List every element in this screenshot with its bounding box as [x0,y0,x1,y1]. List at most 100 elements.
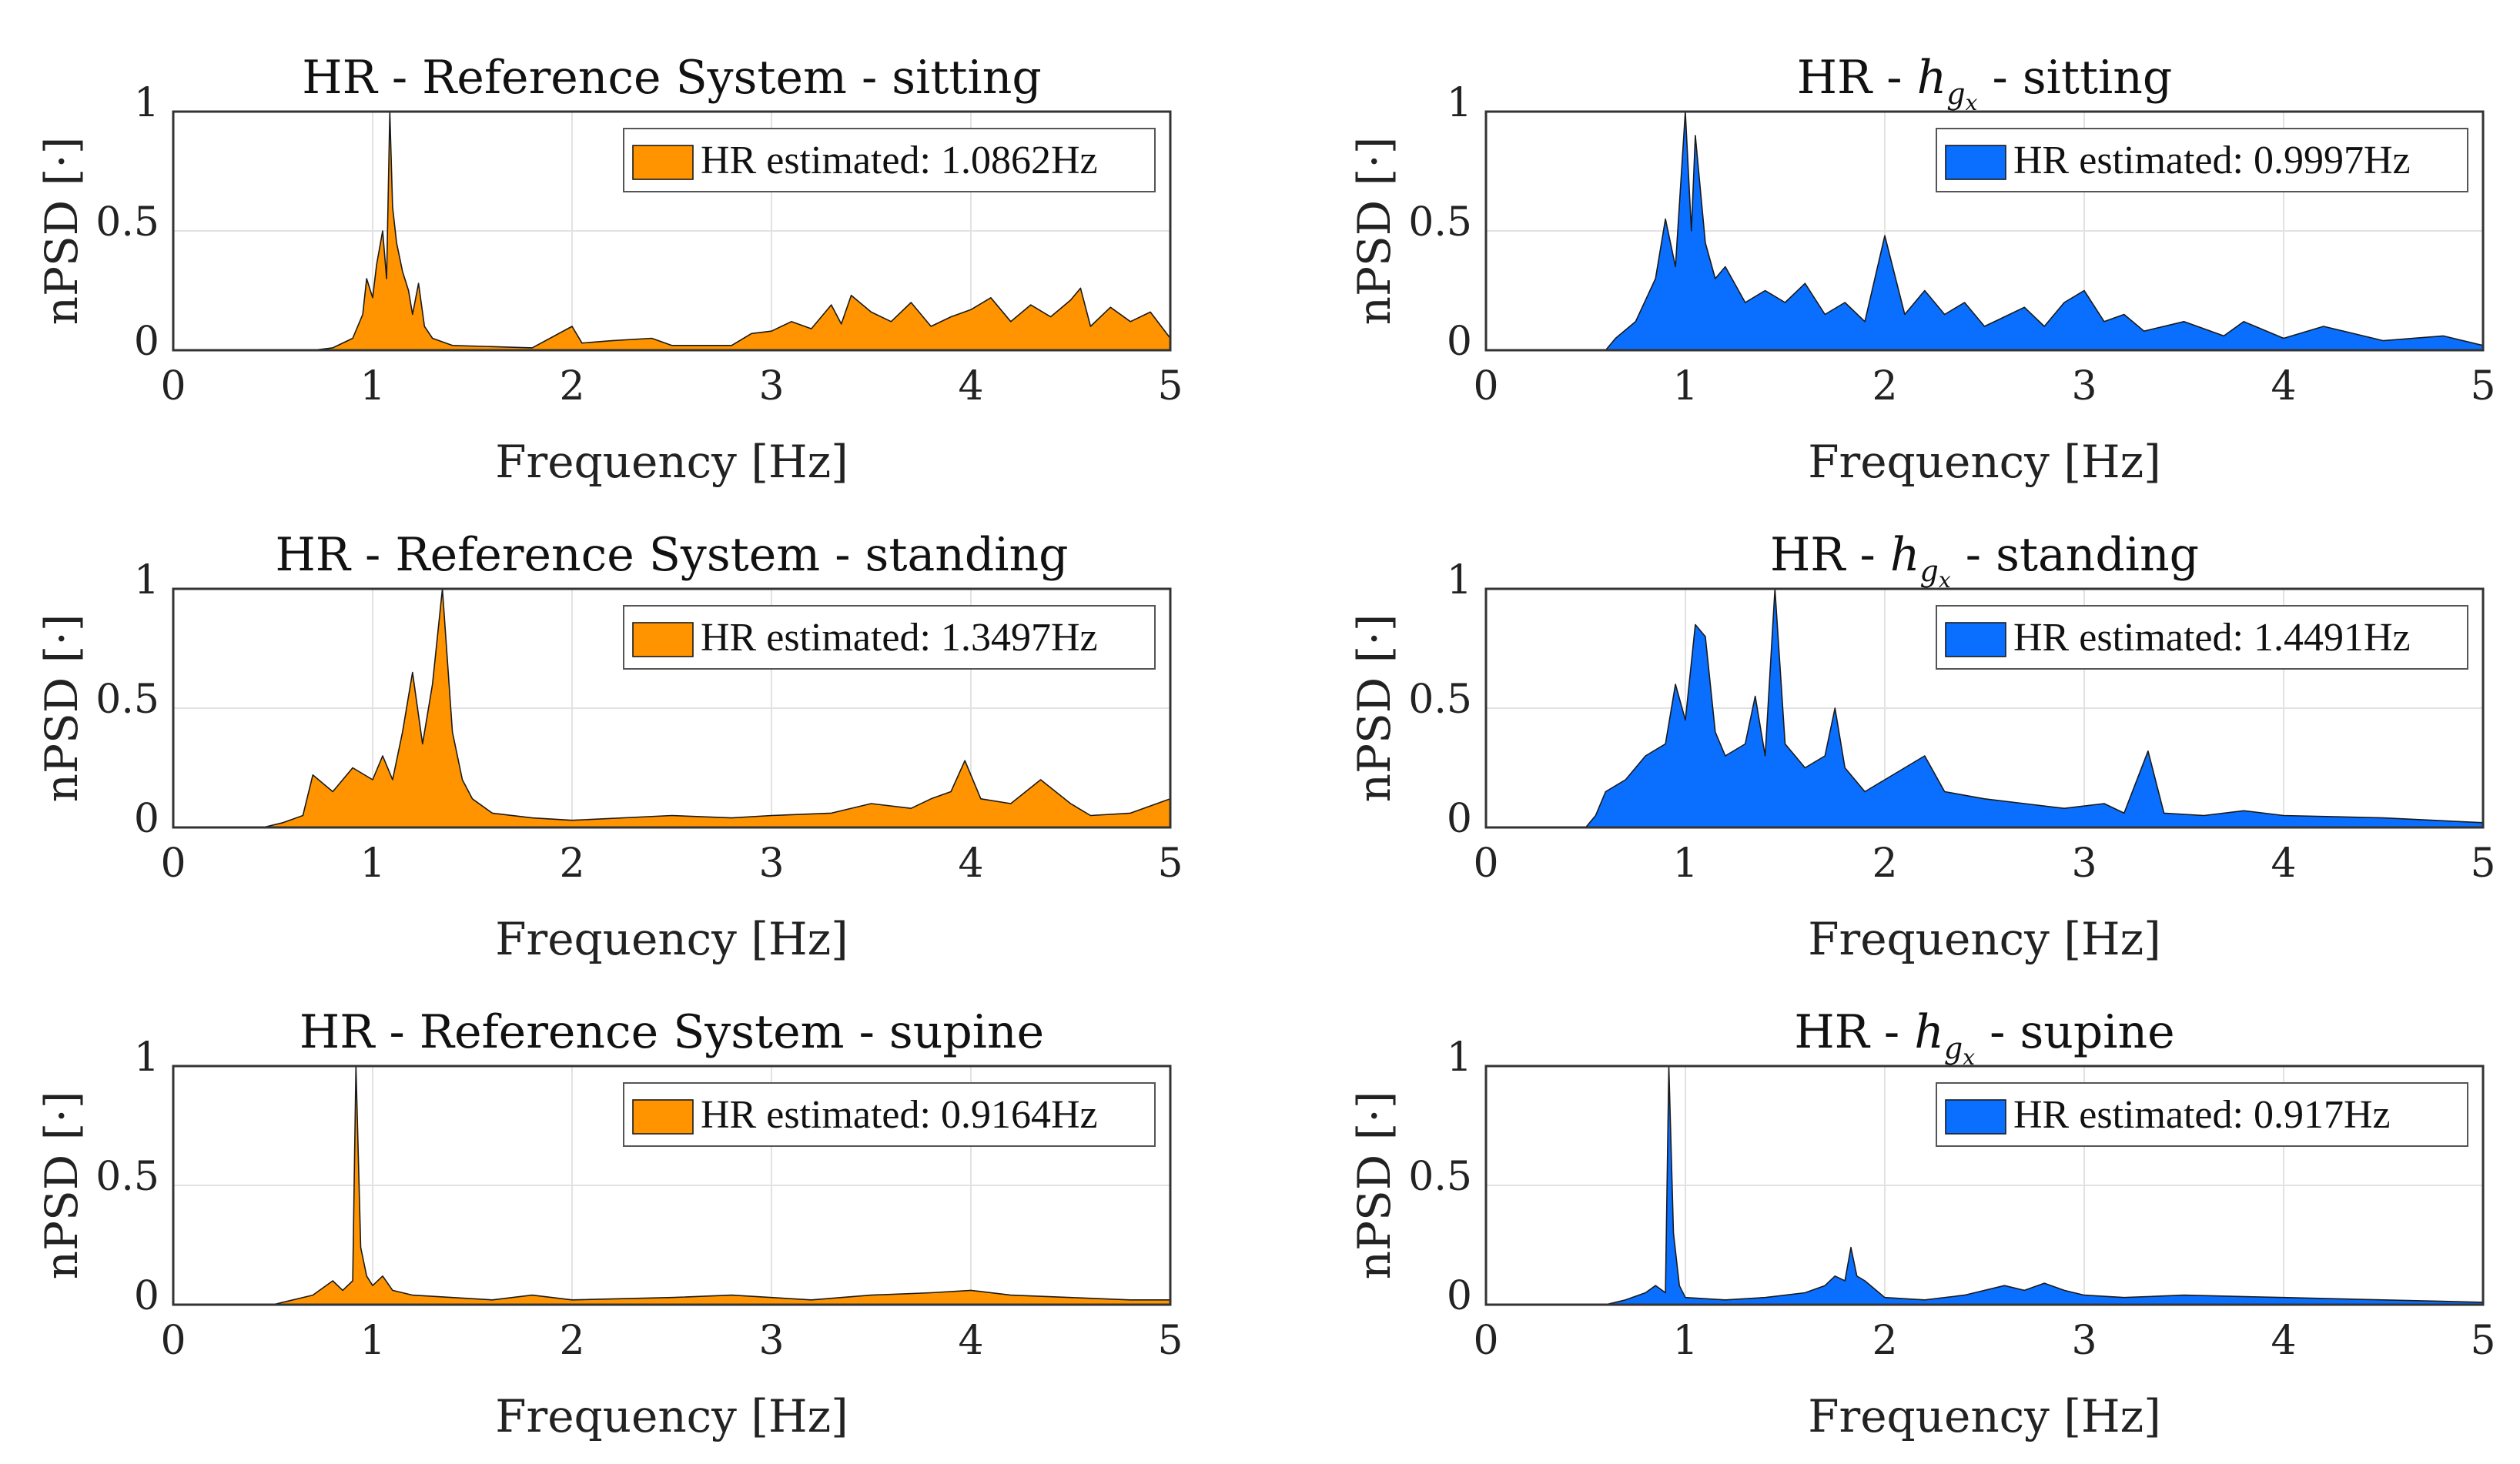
y-axis-label: nPSD [·] [35,614,88,803]
x-axis-label: Frequency [Hz] [1808,1390,2161,1442]
x-tick-label: 2 [1872,1318,1897,1364]
x-tick-label: 4 [958,363,983,409]
y-tick-label: 0 [134,1273,159,1319]
x-axis-label: Frequency [Hz] [1808,913,2161,965]
spectrum-area [1485,111,2484,351]
x-axis-label: Frequency [Hz] [495,436,848,488]
legend-label: HR estimated: 0.9164Hz [701,1093,1098,1137]
x-tick-label: 3 [758,1318,784,1364]
x-tick-label: 1 [1672,363,1698,409]
legend: HR estimated: 1.4491Hz [1936,605,2468,670]
y-axis-label: nPSD [·] [1348,614,1401,803]
x-tick-label: 4 [958,841,983,887]
spectrum-area [1485,1065,2484,1305]
spectrum-area [1485,588,2484,828]
axes-frame [172,587,1172,829]
x-tick-label: 2 [559,363,584,409]
y-tick-label: 0 [134,796,159,842]
y-axis-label: nPSD [·] [35,1091,88,1280]
legend-label: HR estimated: 0.917Hz [2013,1093,2391,1137]
x-tick-label: 2 [1872,363,1897,409]
y-tick-label: 0 [134,319,159,365]
y-tick-label: 1 [134,1034,159,1081]
legend-swatch [632,145,694,180]
x-tick-label: 2 [559,841,584,887]
legend-label: HR estimated: 0.9997Hz [2013,139,2411,182]
x-tick-label: 5 [2470,1318,2495,1364]
panel-1: 0 1 2 3 4 5 0 0.5 1 HR - Reference System - sitti… [35,51,1183,488]
axes-frame [1484,1065,2485,1306]
y-axis-label: nPSD [·] [1348,1091,1401,1280]
axes-frame [172,110,1172,352]
legend-swatch [1945,622,2006,657]
panel-5: 0 1 2 3 4 5 0 0.5 1 HR - Reference System - supin… [35,1005,1183,1442]
x-tick-label: 1 [360,841,385,887]
x-tick-label: 5 [2470,841,2495,887]
legend-swatch [632,1099,694,1135]
legend-label: HR estimated: 1.4491Hz [2013,616,2411,660]
panel-3: 0 1 2 3 4 5 0 0.5 1 HR - Reference System - stand… [35,528,1183,965]
x-tick-label: 1 [1672,1318,1698,1364]
y-tick-label: 0 [1447,1273,1472,1319]
legend-label: HR estimated: 1.3497Hz [701,616,1098,660]
x-axis-label: Frequency [Hz] [495,913,848,965]
axes-frame [1484,587,2485,829]
chart-title: HR - Reference System - supine [300,1005,1044,1059]
x-tick-label: 4 [2271,1318,2296,1364]
x-tick-label: 3 [758,841,784,887]
chart-title: HR - hgx - supine [1794,1005,2174,1070]
y-tick-label: 0.5 [95,199,159,246]
y-tick-label: 0.5 [1408,677,1472,723]
x-tick-label: 5 [1157,841,1183,887]
x-tick-label: 3 [2071,841,2097,887]
x-tick-label: 2 [559,1318,584,1364]
y-tick-label: 0 [1447,319,1472,365]
panel-2: 0 1 2 3 4 5 0 0.5 1 HR - hgx - sitting Frequency [… [1348,51,2496,488]
x-tick-label: 3 [758,363,784,409]
legend-label: HR estimated: 1.0862Hz [701,139,1098,182]
x-tick-label: 1 [1672,841,1698,887]
chart-title: HR - Reference System - sitting [302,51,1042,105]
y-tick-label: 1 [1447,80,1472,126]
x-tick-label: 0 [160,841,186,887]
y-tick-label: 0.5 [1408,199,1472,246]
legend-box [1936,1082,2468,1147]
x-tick-label: 3 [2071,1318,2097,1364]
chart-title: HR - hgx - sitting [1797,51,2173,115]
x-tick-label: 5 [1157,1318,1183,1364]
legend-swatch [1945,1099,2006,1135]
legend-box [623,1082,1156,1147]
x-tick-label: 4 [958,1318,983,1364]
x-tick-label: 3 [2071,363,2097,409]
y-tick-label: 0 [1447,796,1472,842]
legend-box [1936,128,2468,192]
legend-box [623,605,1156,670]
y-tick-label: 1 [1447,1034,1472,1081]
y-tick-label: 0.5 [95,1154,159,1200]
y-tick-label: 0.5 [95,677,159,723]
axes-frame [1484,110,2485,352]
y-tick-label: 0.5 [1408,1154,1472,1200]
legend-box [1936,605,2468,670]
legend: HR estimated: 0.917Hz [1936,1082,2468,1147]
spectrum-area [172,588,1171,828]
legend: HR estimated: 1.0862Hz [623,128,1156,192]
x-tick-label: 0 [1473,363,1498,409]
x-tick-label: 4 [2271,363,2296,409]
spectrum-area [172,111,1171,351]
y-axis-label: nPSD [·] [1348,137,1401,326]
x-tick-label: 1 [360,1318,385,1364]
panel-6: 0 1 2 3 4 5 0 0.5 1 HR - hgx - supine Frequency [H… [1348,1005,2496,1442]
x-axis-label: Frequency [Hz] [1808,436,2161,488]
y-tick-label: 1 [1447,557,1472,603]
panel-4: 0 1 2 3 4 5 0 0.5 1 HR - hgx - standing Frequency … [1348,528,2496,965]
legend-swatch [1945,145,2006,180]
legend-swatch [632,622,694,657]
chart-title: HR - hgx - standing [1770,528,2199,593]
legend: HR estimated: 0.9997Hz [1936,128,2468,192]
x-tick-label: 0 [160,363,186,409]
x-tick-label: 1 [360,363,385,409]
axes-frame [172,1065,1172,1306]
chart-title: HR - Reference System - standing [275,528,1068,582]
